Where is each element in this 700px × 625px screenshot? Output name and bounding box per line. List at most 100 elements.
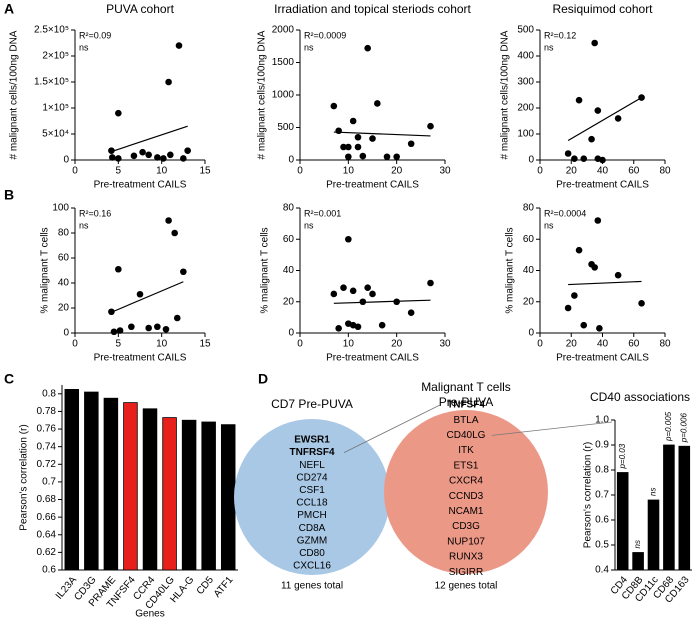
point xyxy=(374,100,381,107)
point xyxy=(354,323,362,331)
point xyxy=(345,235,352,243)
y-tick-label: 1×10⁵ xyxy=(42,103,69,114)
y-tick-label: 0.74 xyxy=(37,441,57,452)
x-tick-label: 30 xyxy=(439,339,451,350)
chart-title: PUVA cohort xyxy=(106,2,174,16)
venn-gene: CSF1 xyxy=(299,485,325,496)
y-tick-label: 60 xyxy=(58,253,70,264)
annotation: ns xyxy=(304,42,314,52)
y-tick-label: 500 xyxy=(517,25,534,36)
y-tick-label: 80 xyxy=(58,228,70,239)
point xyxy=(588,135,595,143)
venn-title: CD7 Pre-PUVA xyxy=(271,397,353,411)
y-tick-label: 0 xyxy=(288,155,294,166)
point xyxy=(139,148,146,156)
y-tick-label: 300 xyxy=(517,77,534,88)
point xyxy=(591,264,598,271)
point xyxy=(130,152,138,160)
venn-gene: CXCL16 xyxy=(293,561,331,572)
bar xyxy=(663,444,675,571)
annotation: p=0.03 xyxy=(618,443,627,469)
annotation: ns xyxy=(649,488,658,496)
y-tick-label: 20 xyxy=(58,303,70,314)
venn-gene: CCL18 xyxy=(296,498,328,509)
point xyxy=(575,246,583,254)
point xyxy=(145,324,152,332)
bar xyxy=(123,402,138,571)
venn-total: 11 genes total xyxy=(281,581,343,592)
annotation: R²=0.0009 xyxy=(304,30,346,40)
y-tick-label: 2.5×10⁵ xyxy=(34,25,69,36)
venn-gene: CD40LG xyxy=(447,430,486,441)
point xyxy=(580,321,588,329)
y-tick-label: 5×10⁴ xyxy=(42,129,69,140)
y-tick-label: 40 xyxy=(283,265,295,276)
x-tick-label: ATF1 xyxy=(212,574,236,600)
x-tick-label: 80 xyxy=(659,339,671,350)
x-tick-label: 10 xyxy=(343,339,355,350)
point xyxy=(564,304,572,312)
y-tick-label: 20 xyxy=(523,296,535,307)
venn-gene: CXCR4 xyxy=(449,476,483,487)
y-axis-label: % malignant T cells xyxy=(505,227,516,313)
x-tick-label: 0 xyxy=(72,339,78,350)
y-tick-label: 0 xyxy=(63,155,69,166)
point xyxy=(335,127,342,135)
x-tick-label: 10 xyxy=(343,166,355,177)
connector xyxy=(343,404,441,453)
y-tick-label: 0.4 xyxy=(595,565,609,576)
y-tick-label: 0.8 xyxy=(595,465,609,476)
point xyxy=(427,122,434,130)
point xyxy=(180,155,187,162)
point xyxy=(638,94,645,101)
venn-gene: TNFRSF4 xyxy=(290,447,335,458)
annotation: p=0.005 xyxy=(664,411,673,442)
panel-label: D xyxy=(258,371,268,387)
x-tick-label: 0 xyxy=(72,166,78,177)
y-tick-label: 60 xyxy=(283,234,295,245)
point xyxy=(330,290,338,298)
venn-gene: SIGIRR xyxy=(449,567,483,578)
point xyxy=(165,78,172,86)
bar xyxy=(678,445,691,571)
x-axis-label: Genes xyxy=(135,609,164,620)
point xyxy=(364,284,371,291)
y-tick-label: 40 xyxy=(523,265,535,276)
y-tick-label: 40 xyxy=(58,278,70,289)
y-tick-label: 100 xyxy=(52,203,69,214)
point xyxy=(154,323,161,331)
point xyxy=(571,292,578,299)
trend-line xyxy=(568,280,642,286)
venn-gene: NUP107 xyxy=(447,536,485,547)
point xyxy=(340,143,347,151)
annotation: ns xyxy=(79,220,89,230)
annotation: ns xyxy=(544,42,554,52)
venn-gene: CD80 xyxy=(299,548,325,559)
venn-gene: ETS1 xyxy=(453,460,478,471)
point xyxy=(345,153,352,161)
connector xyxy=(491,421,613,436)
point xyxy=(171,229,178,237)
x-tick-label: 0 xyxy=(297,339,303,350)
point xyxy=(393,153,400,161)
y-tick-label: 0.8 xyxy=(42,388,56,399)
point xyxy=(614,271,622,279)
y-tick-label: 1.5×10⁵ xyxy=(34,77,69,88)
annotation: p=0.006 xyxy=(679,413,688,444)
x-axis-label: Pre-treatment CAILS xyxy=(556,353,649,364)
point xyxy=(116,327,124,334)
y-tick-label: 0 xyxy=(288,328,294,339)
y-tick-label: 0.6 xyxy=(595,515,609,526)
venn-gene: NEFL xyxy=(299,460,325,471)
venn-gene: GZMM xyxy=(297,535,328,546)
x-axis-label: Pre-treatment CAILS xyxy=(326,353,419,364)
y-tick-label: 0.78 xyxy=(37,406,57,417)
venn-gene: CD3G xyxy=(452,521,480,532)
annotation: R²=0.12 xyxy=(544,30,576,40)
bar xyxy=(201,421,216,571)
y-tick-label: 80 xyxy=(283,203,295,214)
point xyxy=(427,279,434,287)
y-tick-label: 400 xyxy=(517,51,534,62)
y-tick-label: 1.0 xyxy=(595,415,609,426)
